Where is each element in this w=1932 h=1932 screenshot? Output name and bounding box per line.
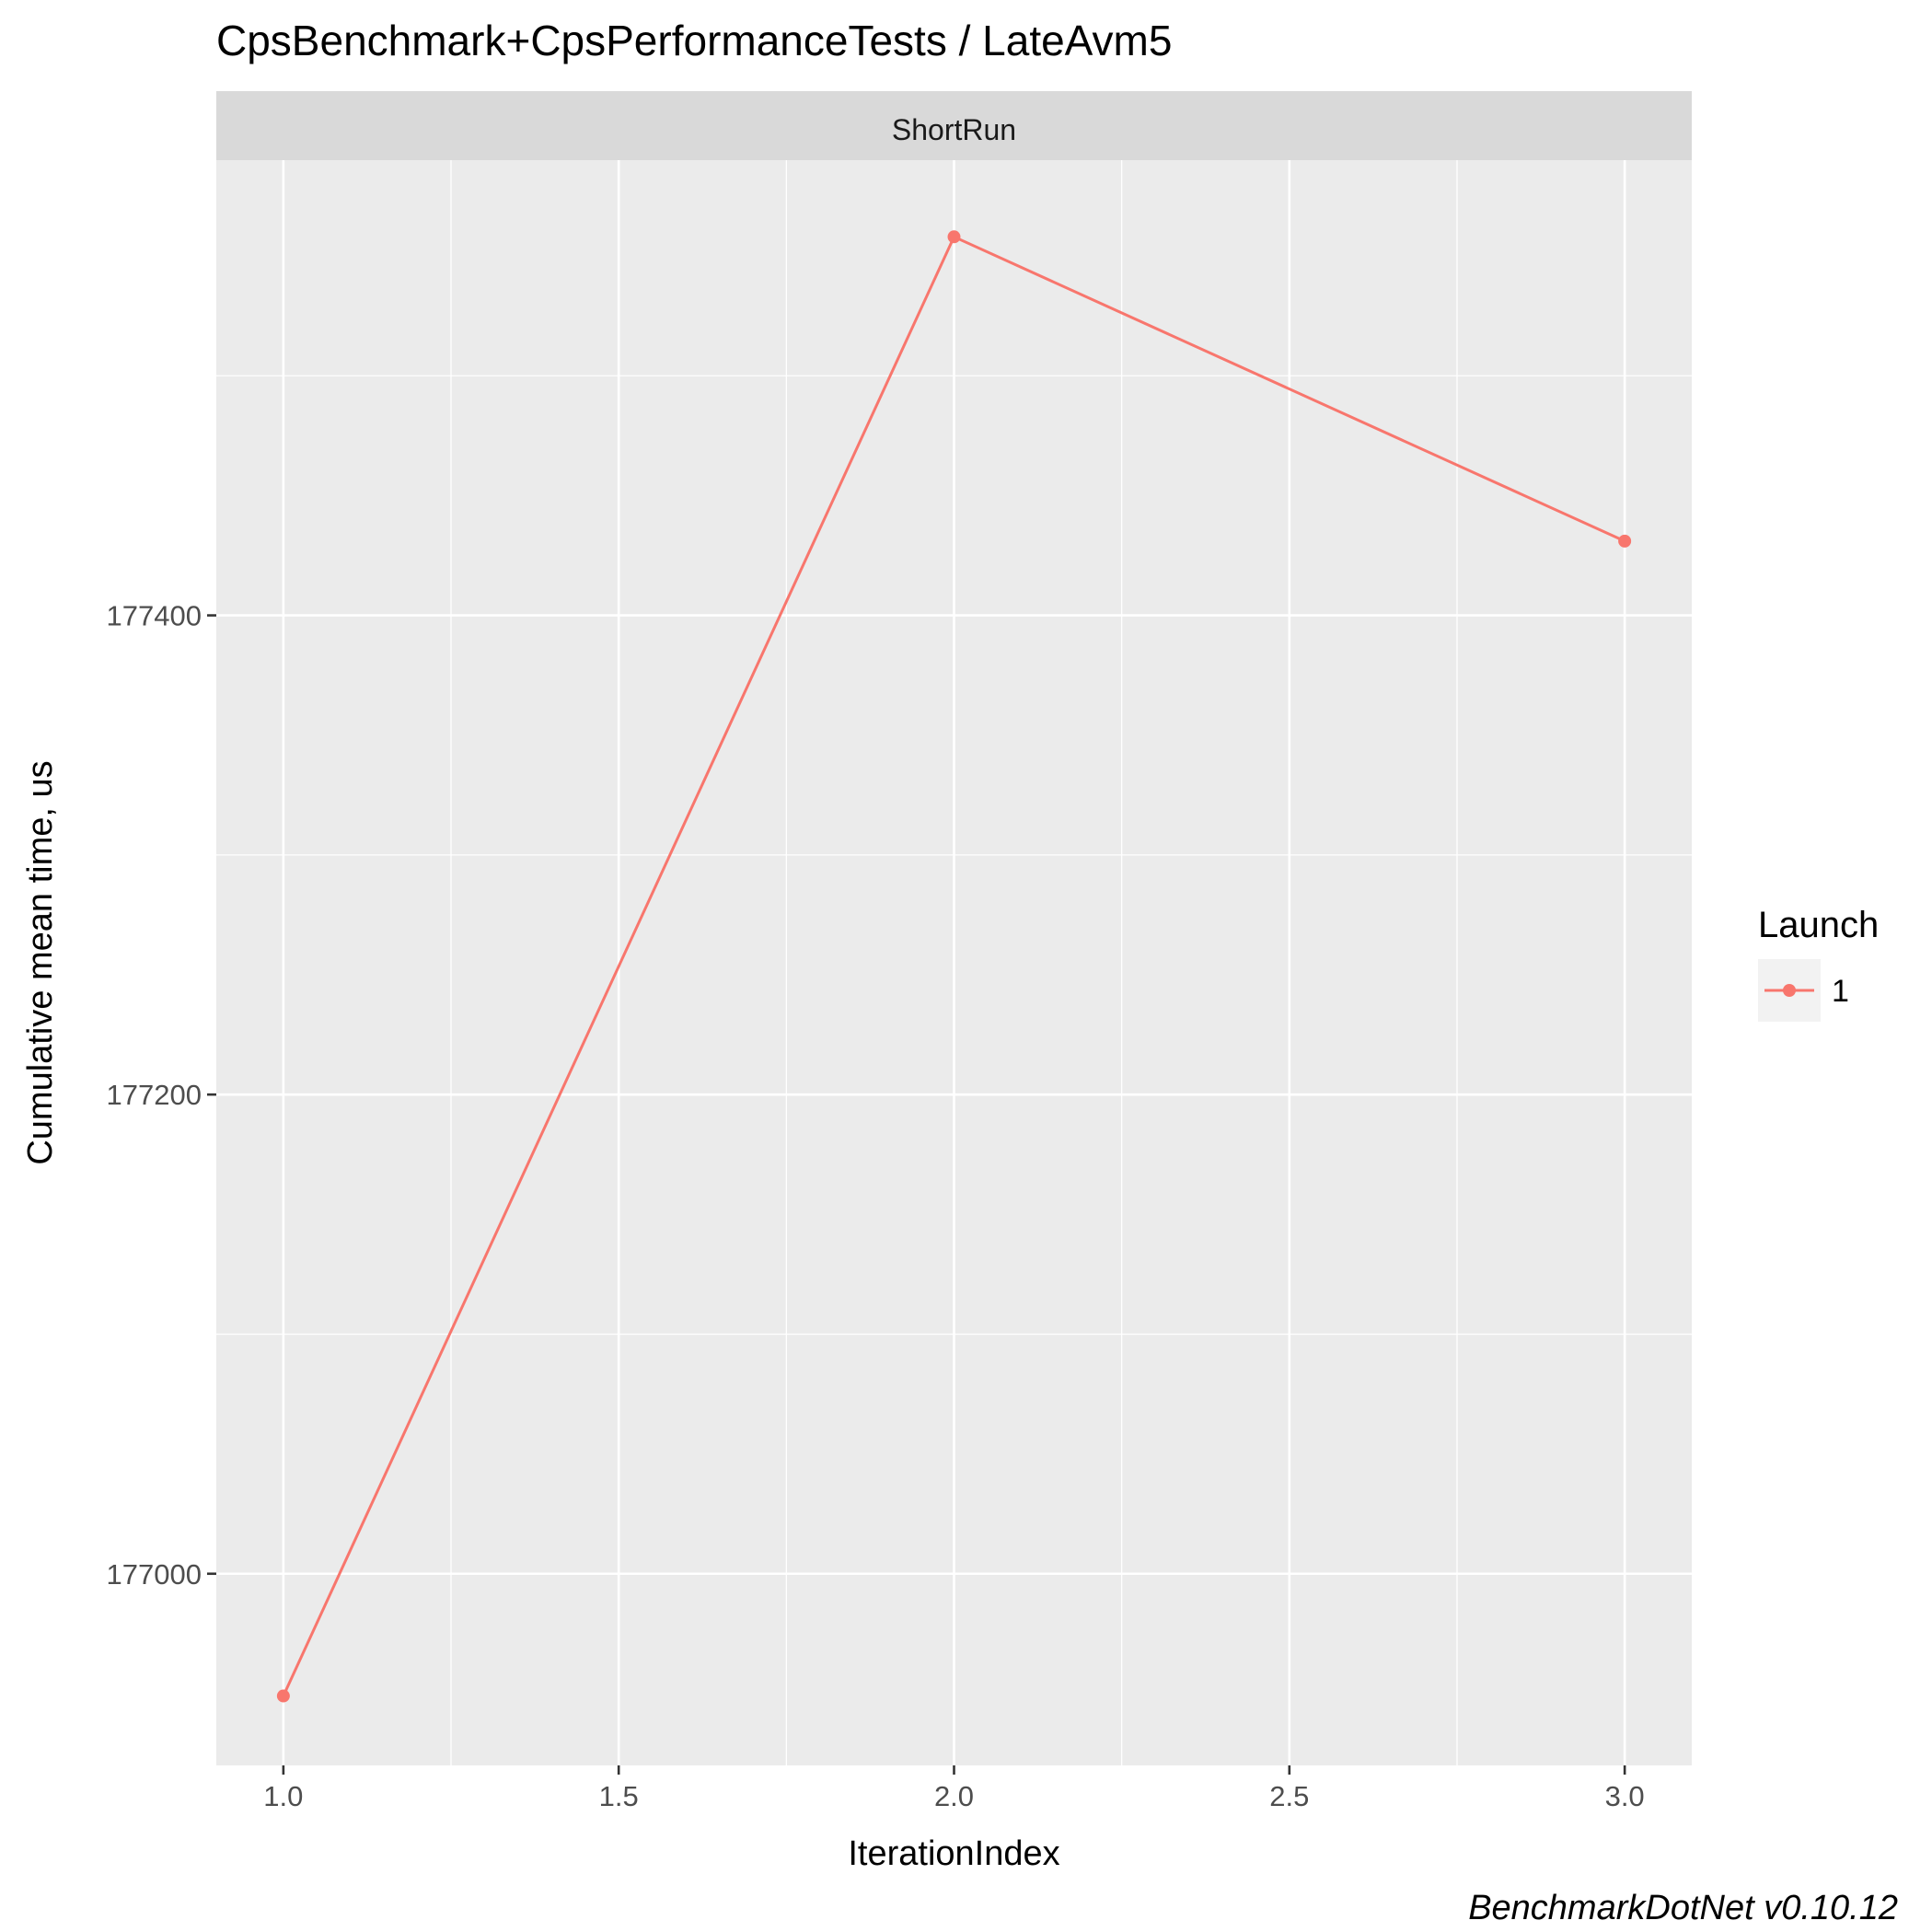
y-tick-label: 177400 [107, 600, 202, 632]
series-layer [276, 230, 1632, 1703]
x-tick-label: 2.5 [1269, 1780, 1309, 1812]
grid-major [216, 160, 1692, 1765]
y-tick-label: 177000 [107, 1558, 202, 1591]
legend-key-point [1783, 984, 1796, 997]
x-tick-label: 1.0 [263, 1780, 303, 1812]
x-tick-label: 2.0 [934, 1780, 974, 1812]
caption: BenchmarkDotNet v0.10.12 [1468, 1889, 1898, 1927]
data-point [1618, 534, 1632, 548]
legend-entry-label: 1 [1832, 974, 1849, 1009]
data-point [947, 230, 961, 244]
y-axis-label: Cumulative mean time, us [21, 760, 60, 1164]
x-tick-label: 1.5 [599, 1780, 639, 1812]
facet-label: ShortRun [892, 113, 1016, 146]
facet-strip [216, 91, 1692, 160]
chart-title: CpsBenchmark+CpsPerformanceTests / LateA… [216, 17, 1172, 64]
y-axis: 177000 177200 177400 [107, 600, 216, 1591]
x-axis-label: IterationIndex [848, 1834, 1059, 1873]
data-point [276, 1689, 290, 1703]
legend: Launch 1 [1758, 905, 1879, 1022]
y-tick-label: 177200 [107, 1079, 202, 1111]
x-axis: 1.0 1.5 2.0 2.5 3.0 [263, 1765, 1645, 1812]
x-tick-label: 3.0 [1605, 1780, 1645, 1812]
legend-title: Launch [1758, 905, 1879, 945]
